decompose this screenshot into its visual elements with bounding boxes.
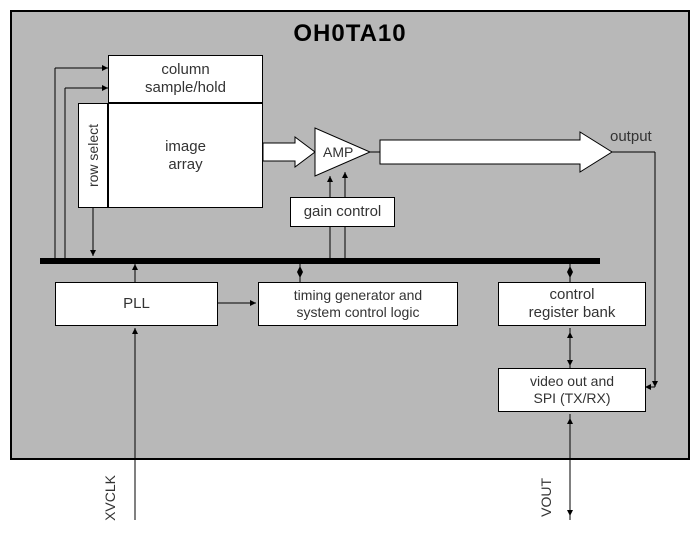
label-vout: VOUT <box>538 478 554 521</box>
block-video-out-spi: video out andSPI (TX/RX) <box>498 368 646 412</box>
block-column-sample-hold: columnsample/hold <box>108 55 263 103</box>
chip-title: OH0TA10 <box>12 20 688 48</box>
system-bus <box>40 258 600 264</box>
label-xvclk: XVCLK <box>102 475 118 525</box>
block-timing-generator: timing generator andsystem control logic <box>258 282 458 326</box>
block-gain-control: gain control <box>290 197 395 227</box>
block-control-register: controlregister bank <box>498 282 646 326</box>
block-image-array: imagearray <box>108 103 263 208</box>
block-row-select: row select <box>78 103 108 208</box>
row-select-label: row select <box>85 124 102 187</box>
block-pll: PLL <box>55 282 218 326</box>
label-output: output <box>610 128 652 145</box>
